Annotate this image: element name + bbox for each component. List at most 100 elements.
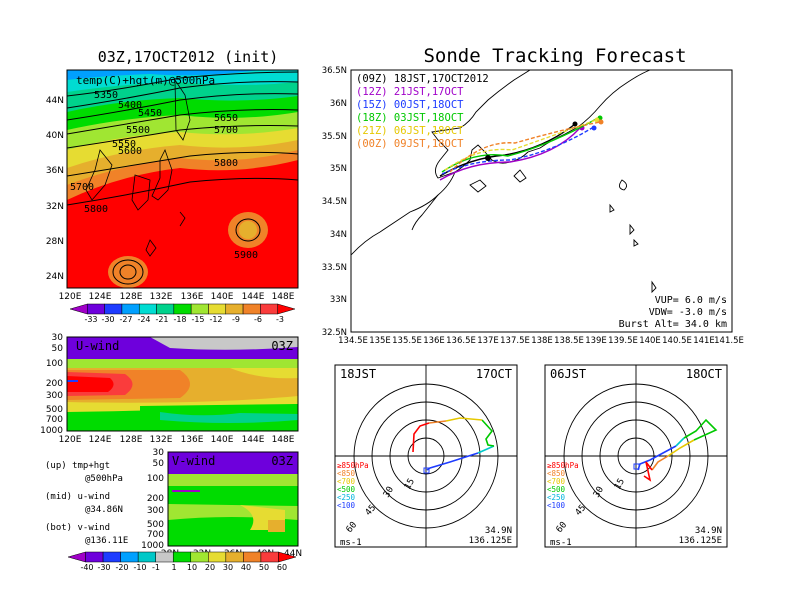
lon-tick: 128E	[120, 435, 143, 445]
vwind-section: V-wind 03Z 30 50 100 200 300 500 700 100…	[141, 448, 302, 559]
main-title: Sonde Tracking Forecast	[423, 45, 686, 67]
p-tick: 100	[46, 359, 63, 369]
colorbar-label: 50	[259, 563, 269, 572]
lat-tick: 36N	[46, 166, 64, 176]
launch-time-15z: (15Z) 00JST,18OCT	[356, 99, 464, 111]
p-tick: 700	[147, 530, 164, 540]
colorbar-cell	[278, 551, 297, 563]
height-label: 5800	[214, 158, 238, 169]
colorbar-label: -1	[152, 563, 160, 572]
lon-tick: 136.5E	[446, 336, 476, 346]
colorbar-cell	[242, 303, 261, 315]
sonde-track	[441, 117, 599, 173]
legend-mid-1: (mid) u-wind	[45, 492, 110, 502]
p-tick: 50	[52, 344, 64, 354]
lon-tick: 132E	[150, 435, 173, 445]
height-label: 5800	[84, 204, 108, 215]
lon-tick: 141.5E	[714, 336, 744, 346]
colorbar-label: -12	[209, 315, 222, 324]
lon-tick: 140.5E	[662, 336, 692, 346]
height-label: 5650	[214, 113, 238, 124]
lon-tick: 140E	[211, 292, 234, 302]
left-title: 03Z,17OCT2012 (init)	[98, 48, 279, 66]
lon-tick: 138.5E	[554, 336, 584, 346]
level-legend: <700	[547, 477, 566, 486]
hodo-trace	[445, 417, 483, 422]
colorbar-cell	[243, 551, 262, 563]
p-tick: 700	[46, 415, 63, 425]
p-tick: 300	[147, 506, 164, 516]
colorbar-cell	[225, 551, 244, 563]
hodo-trace	[683, 418, 718, 441]
level-legend: <700	[337, 477, 356, 486]
colorbar-label: 20	[205, 563, 215, 572]
level-legend: ≥850hPa	[547, 461, 579, 470]
hodo-trace	[428, 420, 447, 424]
hodo-lat: 34.9N	[695, 526, 722, 536]
lon-tick: 135.5E	[392, 336, 422, 346]
level-legend: <850	[337, 469, 356, 478]
p-tick: 300	[46, 391, 63, 401]
lat-tick: 40N	[46, 131, 64, 141]
uwind-section: U-wind 03Z 30 50 100 200 300 500 700 100…	[40, 333, 299, 445]
lat-tick: 44N	[284, 549, 302, 559]
lat-tick: 35N	[330, 164, 347, 174]
colorbar-cell	[225, 303, 244, 315]
colorbar-cell	[208, 303, 227, 315]
level-legend: <850	[547, 469, 566, 478]
hodo-date: 18OCT	[686, 367, 722, 381]
sonde-track	[449, 121, 601, 173]
colorbar-label: 10	[187, 563, 197, 572]
p-tick: 500	[46, 405, 63, 415]
lat-tick: 32N	[46, 202, 64, 212]
level-legend: <250	[337, 493, 356, 502]
hodo-date: 17OCT	[476, 367, 512, 381]
lon-tick: 135E	[369, 336, 391, 346]
launch-time-21z: (21Z) 06JST,18OCT	[356, 125, 464, 137]
height-label: 5450	[138, 108, 162, 119]
lon-tick: 148E	[272, 435, 295, 445]
hodo-ring-label: 15	[403, 477, 417, 491]
lat-tick: 33N	[330, 295, 347, 305]
landing-point	[572, 121, 578, 127]
colorbar-label: -6	[254, 315, 262, 324]
hodo-unit: ms-1	[550, 538, 572, 548]
colorbar-label: 1	[171, 563, 176, 572]
lon-tick: 124E	[89, 435, 112, 445]
landing-point	[598, 119, 604, 125]
hodo-unit: ms-1	[340, 538, 362, 548]
level-legend: <100	[337, 501, 356, 510]
vdw-text: VDW= -3.0 m/s	[649, 307, 727, 318]
vwind-time: 03Z	[271, 454, 293, 468]
launch-time-12z: (12Z) 21JST,17OCT	[356, 86, 464, 98]
lat-tick: 36.5N	[322, 66, 347, 76]
sonde-track	[439, 127, 581, 181]
hodo-time: 18JST	[340, 367, 376, 381]
hodo-ring-label: 30	[382, 485, 396, 499]
lat-tick: 24N	[46, 272, 64, 282]
lon-tick: 140E	[211, 435, 234, 445]
colorbar-cell	[277, 303, 296, 315]
lon-tick: 139E	[585, 336, 607, 346]
hodo-lon: 136.125E	[679, 536, 722, 546]
colorbar-cell	[104, 303, 123, 315]
lon-tick: 139.5E	[608, 336, 638, 346]
colorbar-label: -21	[155, 315, 168, 324]
p-tick: 30	[153, 448, 165, 458]
height-label: 5350	[94, 90, 118, 101]
p-tick: 500	[147, 520, 164, 530]
hodo-trace	[675, 437, 685, 447]
lon-tick: 120E	[59, 292, 82, 302]
temp-colorbar: -33 -30 -27 -24 -21 -18 -15 -12 -9 -6 -3	[69, 303, 296, 324]
colorbar-cell	[121, 303, 140, 315]
landing-point	[591, 125, 597, 131]
colorbar-cell	[260, 551, 279, 563]
hodograph-left: 18JST 17OCT 15 30 45 60 ≥850hPa <850 <70…	[334, 364, 518, 548]
colorbar-label: -40	[80, 563, 93, 572]
height-label: 5700	[214, 125, 238, 136]
sonde-track	[441, 127, 593, 175]
colorbar-label: -20	[115, 563, 128, 572]
hodo-trace	[412, 422, 430, 453]
p-tick: 200	[46, 379, 63, 389]
uwind-label: U-wind	[76, 339, 119, 353]
